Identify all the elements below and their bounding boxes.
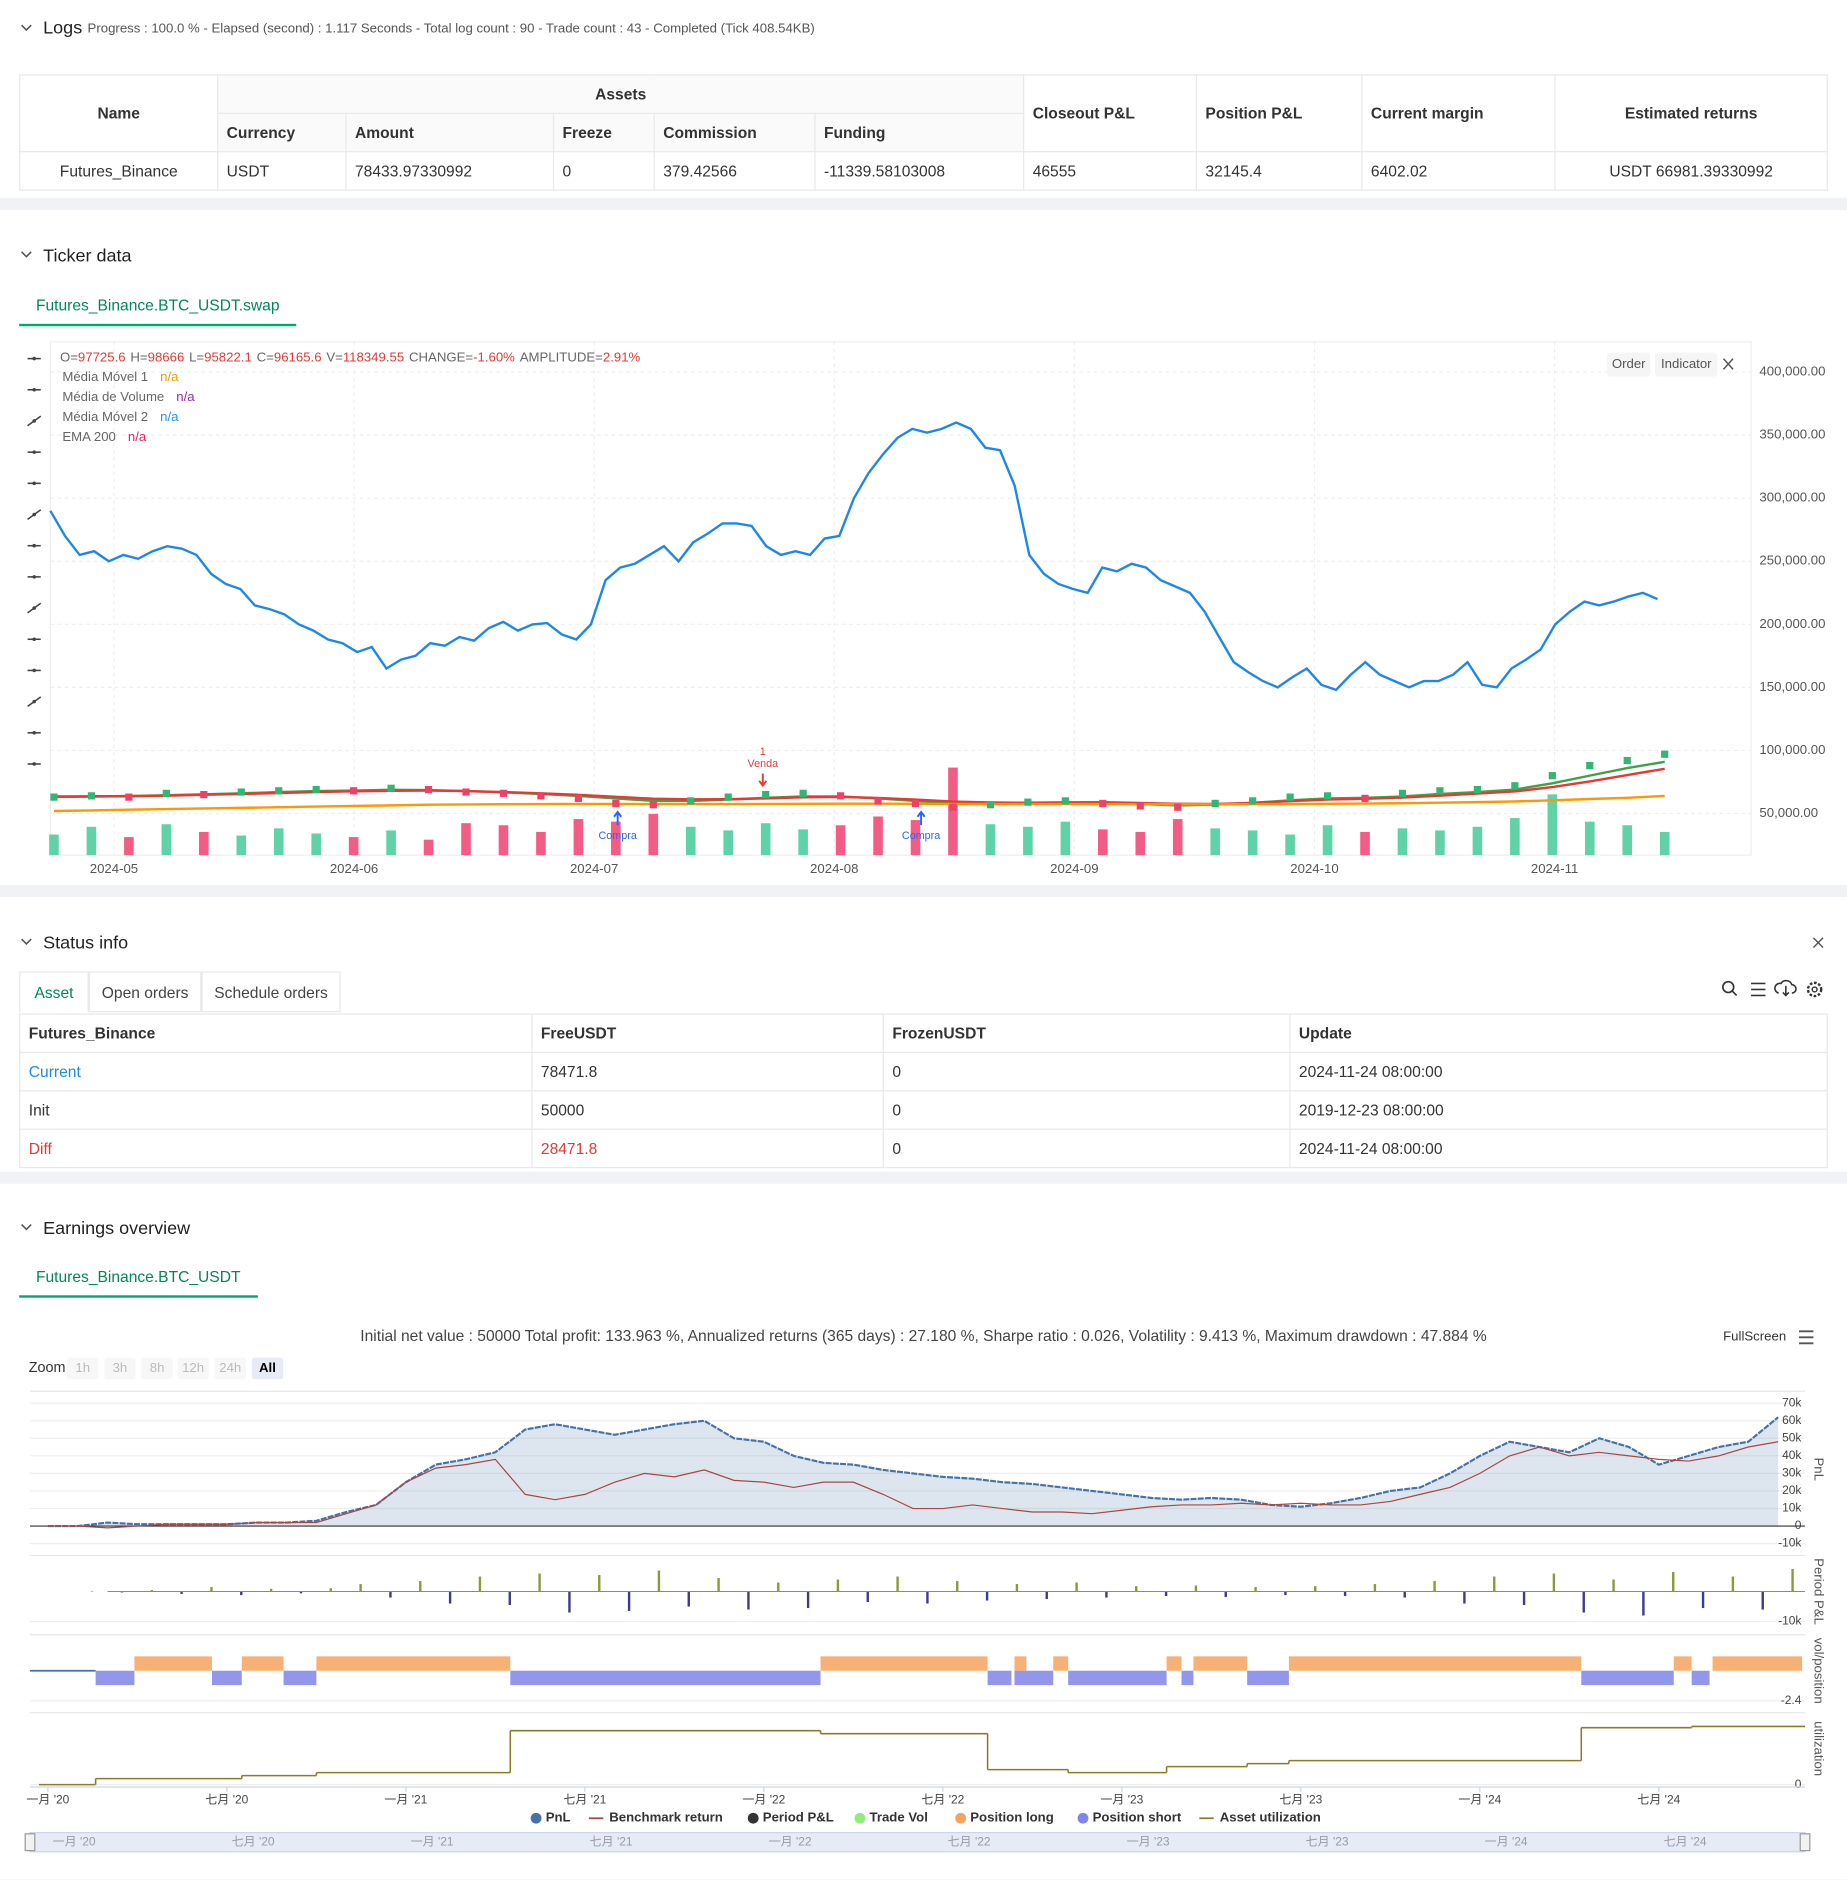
header-cell: Closeout P&L bbox=[1023, 74, 1198, 153]
data-cell: USDT 66981.39330992 bbox=[1554, 151, 1828, 191]
section-title: Status info bbox=[43, 933, 129, 954]
data-cell: 78471.8 bbox=[531, 1051, 884, 1092]
status-tab[interactable]: Asset bbox=[19, 971, 89, 1013]
header-row: Currency Amount Freeze Commission Funding bbox=[20, 112, 1827, 153]
data-cell: 32145.4 bbox=[1195, 151, 1363, 191]
header-cell: Position P&L bbox=[1195, 74, 1363, 153]
data-cell: Current bbox=[19, 1051, 533, 1092]
data-cell: 0 bbox=[882, 1128, 1291, 1169]
earnings-summary: Initial net value : 50000 Total profit: … bbox=[360, 1326, 1487, 1345]
data-cell: 50000 bbox=[531, 1090, 884, 1130]
ticker-tab[interactable]: Futures_Binance.BTC_USDT.swap bbox=[19, 285, 297, 327]
section-title: Earnings overview bbox=[43, 1218, 191, 1239]
earnings-section: Earnings overview Futures_Binance.BTC_US… bbox=[0, 1183, 1847, 1880]
earnings-tab[interactable]: Futures_Binance.BTC_USDT bbox=[19, 1257, 258, 1298]
section-title: Ticker data bbox=[43, 245, 132, 267]
status-section: Status info Asset Open orders Schedule ord… bbox=[0, 897, 1847, 1172]
data-cell: USDT bbox=[217, 151, 347, 191]
data-row: Diff 28471.8 0 2024-11-24 08:00:00 bbox=[19, 1128, 1828, 1169]
data-row: Current 78471.8 0 2024-11-24 08:00:00 bbox=[19, 1051, 1828, 1092]
data-cell: 2024-11-24 08:00:00 bbox=[1289, 1051, 1828, 1092]
header-cell: Estimated returns bbox=[1554, 74, 1828, 153]
data-cell: 78433.97330992 bbox=[345, 151, 555, 191]
data-cell: 2019-12-23 08:00:00 bbox=[1289, 1090, 1828, 1130]
header-cell: Freeze bbox=[552, 112, 655, 153]
data-cell: 0 bbox=[882, 1051, 1291, 1092]
data-cell: 0 bbox=[552, 151, 655, 191]
header-cell: Assets bbox=[217, 74, 1025, 114]
data-row: Futures_Binance USDT 78433.97330992 0 379.42… bbox=[19, 151, 1828, 191]
data-cell: 2024-11-24 08:00:00 bbox=[1289, 1128, 1828, 1169]
data-cell: 46555 bbox=[1023, 151, 1198, 191]
header-row: Futures_Binance FreeUSDT FrozenUSDT Update bbox=[19, 1013, 1828, 1054]
ticker-section: Ticker data Futures_Binance.BTC_USDT.swa… bbox=[0, 209, 1847, 886]
status-tab[interactable]: Schedule orders bbox=[201, 971, 341, 1013]
data-cell: Init bbox=[19, 1090, 533, 1130]
status-tab[interactable]: Open orders bbox=[88, 971, 202, 1013]
data-cell: 0 bbox=[882, 1090, 1291, 1130]
header-row: Name Assets Closeout P&L Position P&L Curren… bbox=[19, 74, 1828, 153]
section-title: Logs bbox=[43, 17, 83, 39]
log-summary: Progress : 100.0 % - Elapsed (second) : … bbox=[87, 21, 815, 36]
header-cell: Name bbox=[19, 74, 219, 153]
data-cell: Futures_Binance bbox=[19, 151, 219, 191]
data-cell: 6402.02 bbox=[1361, 151, 1556, 191]
status-table: Futures_Binance FreeUSDT FrozenUSDT Update C… bbox=[19, 1013, 1828, 1169]
header-cell: FreeUSDT bbox=[531, 1013, 884, 1054]
data-cell: 379.42566 bbox=[653, 151, 816, 191]
header-cell: Currency bbox=[217, 112, 347, 153]
data-cell: Diff bbox=[19, 1128, 533, 1169]
data-row: Init 50000 0 2019-12-23 08:00:00 bbox=[19, 1090, 1828, 1130]
header-cell: Update bbox=[1289, 1013, 1828, 1054]
header-cell: Commission bbox=[653, 112, 816, 153]
data-cell: -11339.58103008 bbox=[814, 151, 1025, 191]
header-cell: Futures_Binance bbox=[19, 1013, 533, 1054]
data-cell: 28471.8 bbox=[531, 1128, 884, 1169]
header-cell: Amount bbox=[345, 112, 555, 153]
header-cell: Funding bbox=[814, 112, 1025, 153]
logs-section: Logs Progress : 100.0 % - Elapsed (secon… bbox=[0, 0, 1847, 198]
assets-table: Name Assets Closeout P&L Position P&L Curren… bbox=[19, 74, 1828, 191]
header-cell: Current margin bbox=[1361, 74, 1556, 153]
header-cell: FrozenUSDT bbox=[882, 1013, 1291, 1054]
